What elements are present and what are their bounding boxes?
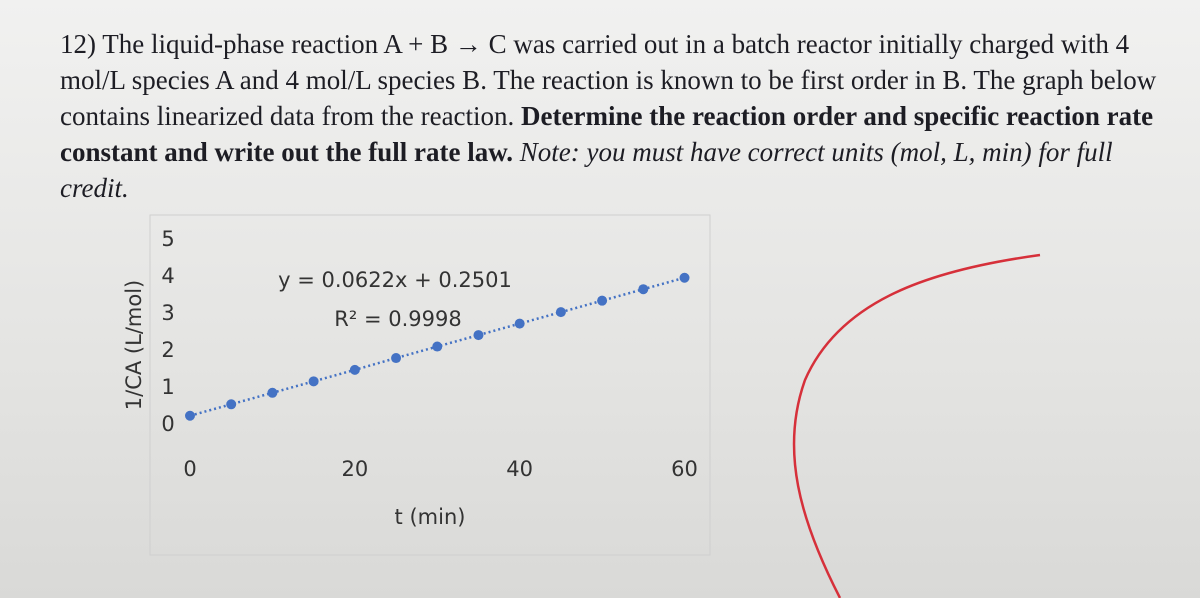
y-tick-label: 2 xyxy=(161,338,174,362)
y-tick-label: 1 xyxy=(161,375,174,399)
point xyxy=(226,399,237,410)
point xyxy=(679,272,690,283)
point xyxy=(597,295,608,306)
chart-frame xyxy=(149,214,711,556)
point xyxy=(514,318,525,329)
x-axis-label: t (min) xyxy=(395,505,466,529)
point xyxy=(267,387,278,398)
point xyxy=(432,341,443,352)
question-bold: Determine the reaction order and specifi… xyxy=(60,101,1154,167)
point xyxy=(638,284,649,295)
r-squared: R² = 0.9998 xyxy=(334,307,461,331)
y-tick-label: 3 xyxy=(161,301,174,325)
x-tick-label: 60 xyxy=(671,457,698,481)
y-tick-label: 0 xyxy=(161,412,174,436)
y-axis-label: 1/CA (L/mol) xyxy=(122,280,146,410)
point xyxy=(555,307,566,318)
y-tick-label: 5 xyxy=(161,227,174,251)
x-tick-label: 20 xyxy=(341,457,368,481)
point xyxy=(308,376,319,387)
point xyxy=(349,364,360,375)
point xyxy=(473,330,484,341)
question-note: Note: you must have correct units (mol, … xyxy=(60,137,1113,203)
pen-mark xyxy=(792,253,1041,598)
equation: y = 0.0622x + 0.2501 xyxy=(278,268,512,292)
x-tick-label: 0 xyxy=(183,457,196,481)
y-tick-label: 4 xyxy=(161,264,174,288)
question-text: 12) The liquid-phase reaction A + B → C … xyxy=(60,29,1157,131)
x-tick-label: 40 xyxy=(506,457,533,481)
point xyxy=(391,353,402,364)
question: 12) The liquid-phase reaction A + B → C … xyxy=(60,26,1170,206)
point xyxy=(185,410,195,421)
